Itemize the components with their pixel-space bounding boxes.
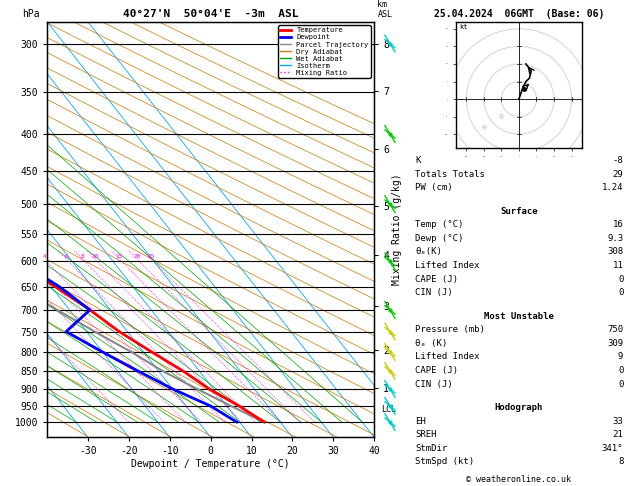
Text: 0: 0 bbox=[618, 275, 623, 284]
Text: 10: 10 bbox=[91, 254, 99, 259]
Text: 11: 11 bbox=[613, 261, 623, 270]
Text: 309: 309 bbox=[607, 339, 623, 348]
Text: 0: 0 bbox=[618, 380, 623, 389]
Text: EH: EH bbox=[415, 417, 426, 426]
Text: 1.24: 1.24 bbox=[602, 183, 623, 192]
Text: PW (cm): PW (cm) bbox=[415, 183, 453, 192]
Text: 8: 8 bbox=[618, 457, 623, 467]
Text: CIN (J): CIN (J) bbox=[415, 288, 453, 297]
Text: 341°: 341° bbox=[602, 444, 623, 453]
Text: 0: 0 bbox=[618, 288, 623, 297]
Text: Pressure (mb): Pressure (mb) bbox=[415, 325, 485, 334]
Text: 0: 0 bbox=[618, 366, 623, 375]
Text: Totals Totals: Totals Totals bbox=[415, 170, 485, 179]
Text: © weatheronline.co.uk: © weatheronline.co.uk bbox=[467, 474, 571, 484]
Text: K: K bbox=[415, 156, 421, 165]
X-axis label: Dewpoint / Temperature (°C): Dewpoint / Temperature (°C) bbox=[131, 459, 290, 469]
Text: CIN (J): CIN (J) bbox=[415, 380, 453, 389]
Text: SREH: SREH bbox=[415, 430, 437, 439]
Text: -8: -8 bbox=[613, 156, 623, 165]
Text: km
ASL: km ASL bbox=[377, 0, 392, 19]
Text: 8: 8 bbox=[81, 254, 84, 259]
Text: 16: 16 bbox=[613, 220, 623, 229]
Text: CAPE (J): CAPE (J) bbox=[415, 366, 458, 375]
Text: 9.3: 9.3 bbox=[607, 234, 623, 243]
Text: θₑ(K): θₑ(K) bbox=[415, 247, 442, 257]
Text: 25: 25 bbox=[147, 254, 155, 259]
Text: StmDir: StmDir bbox=[415, 444, 447, 453]
Text: 20: 20 bbox=[133, 254, 141, 259]
Text: θₑ (K): θₑ (K) bbox=[415, 339, 447, 348]
Text: ❀: ❀ bbox=[498, 112, 505, 121]
Text: 9: 9 bbox=[618, 352, 623, 362]
Text: Most Unstable: Most Unstable bbox=[484, 312, 554, 321]
Text: 6: 6 bbox=[64, 254, 68, 259]
Text: Lifted Index: Lifted Index bbox=[415, 261, 480, 270]
Text: Dewp (°C): Dewp (°C) bbox=[415, 234, 464, 243]
Y-axis label: Mixing Ratio (g/kg): Mixing Ratio (g/kg) bbox=[392, 174, 402, 285]
Text: StmSpd (kt): StmSpd (kt) bbox=[415, 457, 474, 467]
Text: 25.04.2024  06GMT  (Base: 06): 25.04.2024 06GMT (Base: 06) bbox=[434, 9, 604, 19]
Legend: Temperature, Dewpoint, Parcel Trajectory, Dry Adiabat, Wet Adiabat, Isotherm, Mi: Temperature, Dewpoint, Parcel Trajectory… bbox=[279, 25, 370, 78]
Text: Surface: Surface bbox=[500, 207, 538, 216]
Text: 750: 750 bbox=[607, 325, 623, 334]
Text: 308: 308 bbox=[607, 247, 623, 257]
Text: 15: 15 bbox=[116, 254, 123, 259]
Text: LCL: LCL bbox=[381, 405, 396, 414]
Text: 21: 21 bbox=[613, 430, 623, 439]
Text: Temp (°C): Temp (°C) bbox=[415, 220, 464, 229]
Text: CAPE (J): CAPE (J) bbox=[415, 275, 458, 284]
Text: kt: kt bbox=[459, 24, 468, 30]
Text: 40°27'N  50°04'E  -3m  ASL: 40°27'N 50°04'E -3m ASL bbox=[123, 9, 299, 19]
Text: 33: 33 bbox=[613, 417, 623, 426]
Text: 4: 4 bbox=[42, 254, 46, 259]
Text: 29: 29 bbox=[613, 170, 623, 179]
Text: ❀: ❀ bbox=[481, 122, 487, 132]
Text: Hodograph: Hodograph bbox=[495, 403, 543, 412]
Text: hPa: hPa bbox=[22, 9, 40, 19]
Text: Lifted Index: Lifted Index bbox=[415, 352, 480, 362]
